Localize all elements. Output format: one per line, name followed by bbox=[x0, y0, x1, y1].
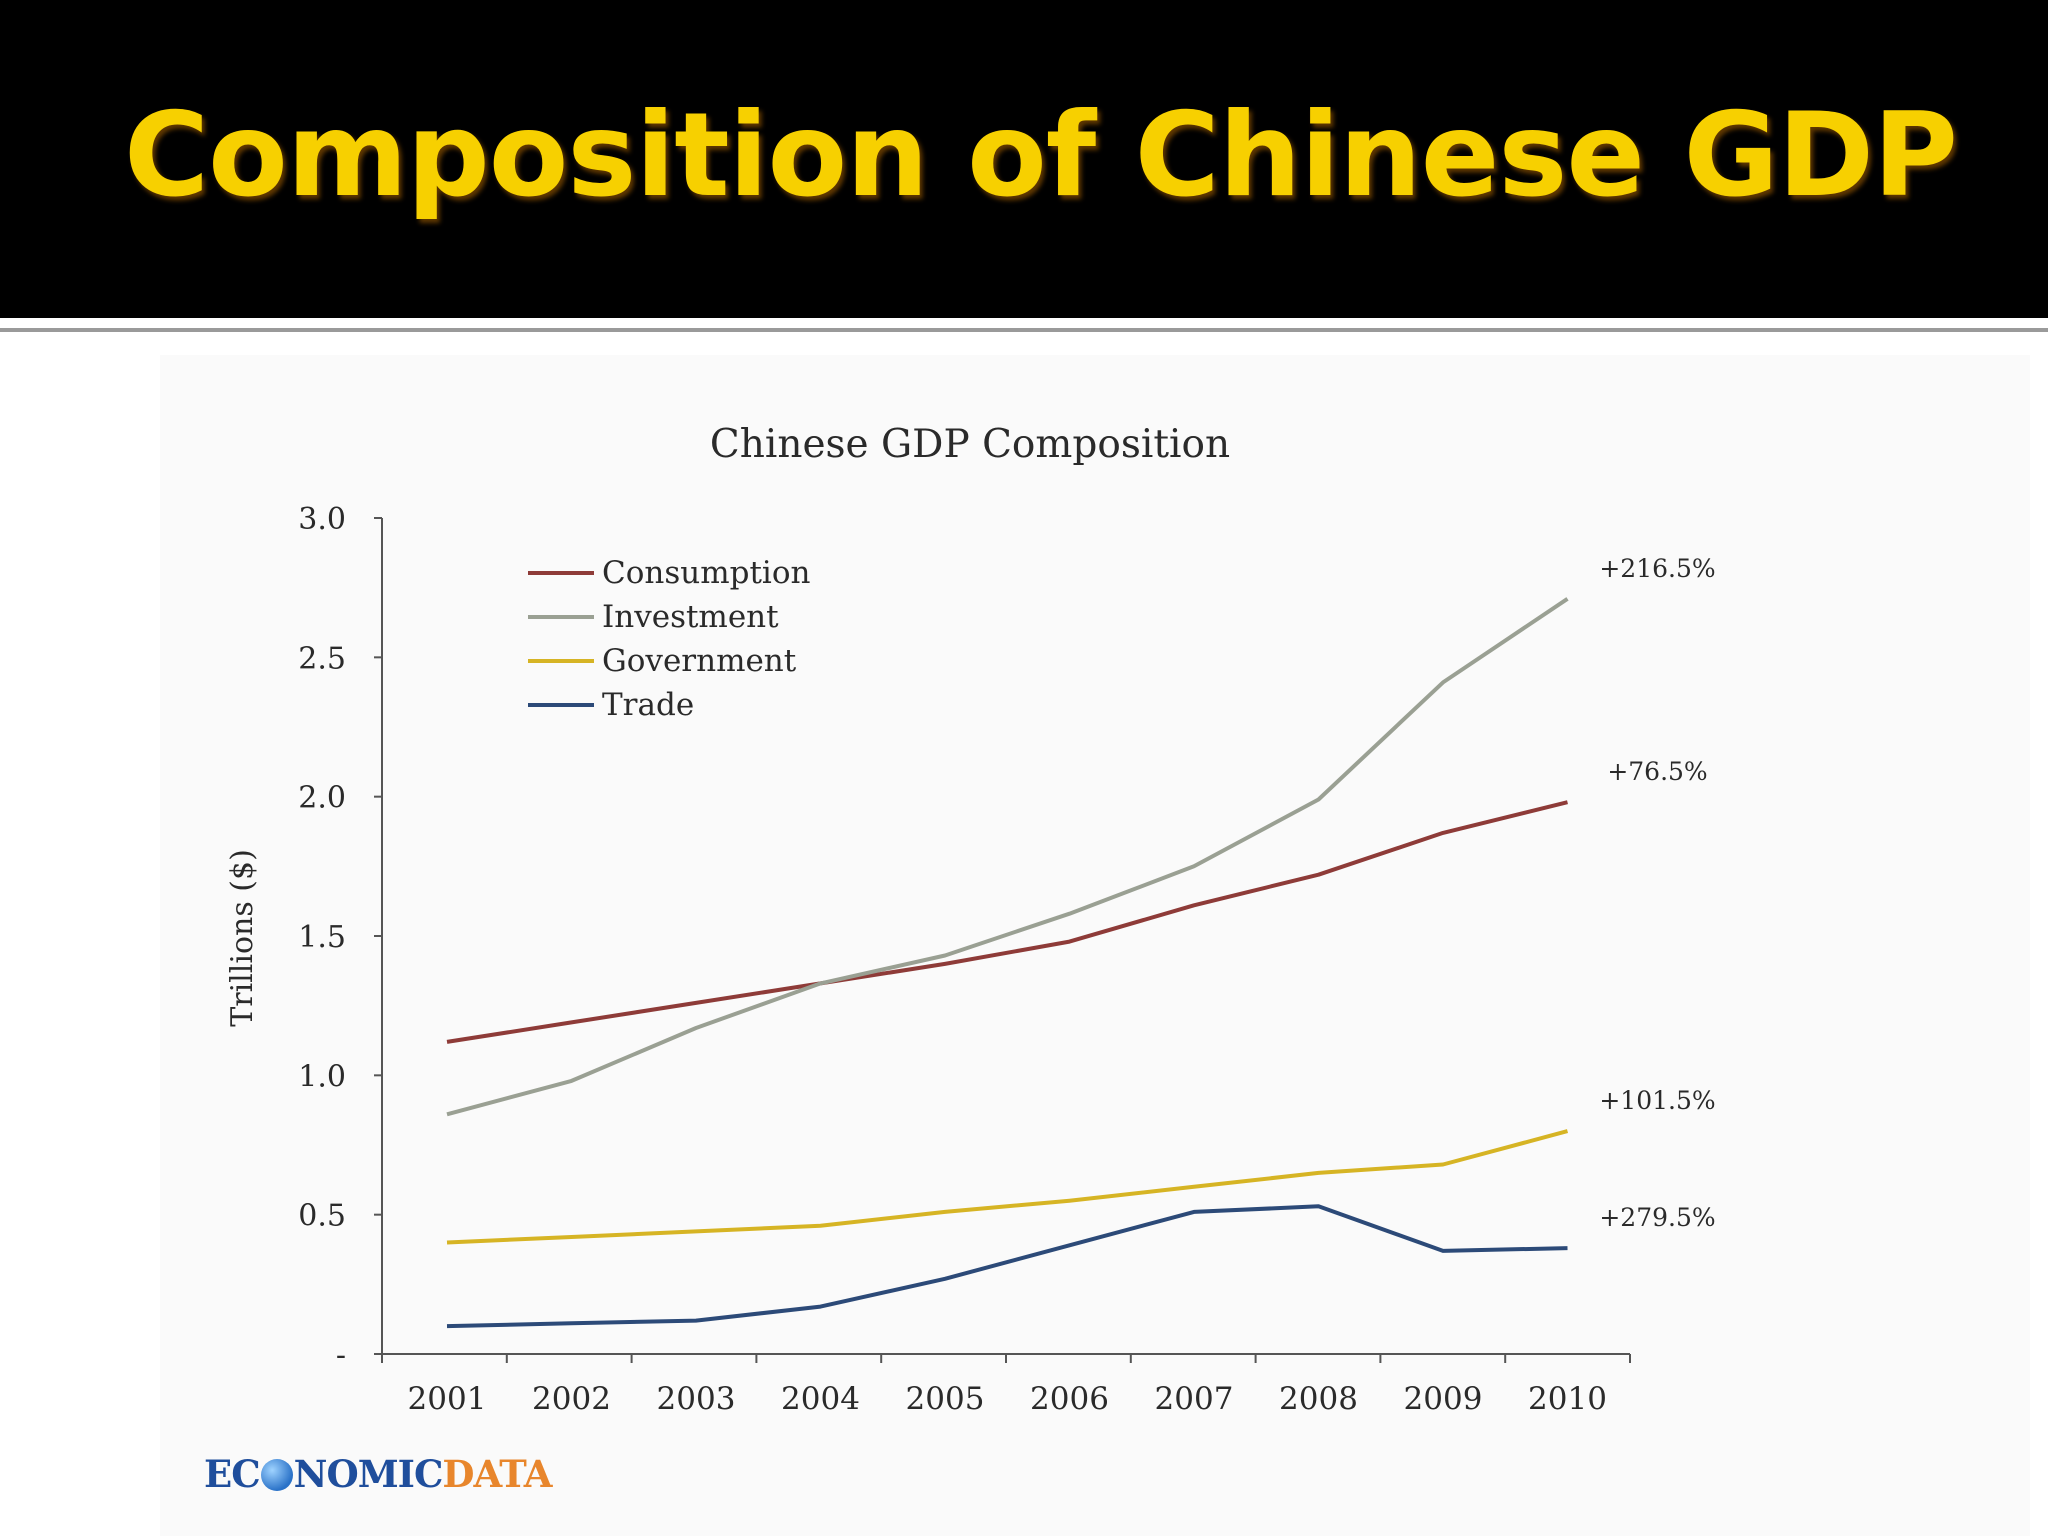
economicdata-logo: EC NOMICDATA bbox=[204, 1452, 552, 1496]
y-tick-label: 1.5 bbox=[298, 920, 346, 955]
x-tick-label: 2007 bbox=[1155, 1381, 1234, 1417]
series-lines: +76.5% +216.5% +101.5% +279.5% bbox=[446, 554, 1716, 1329]
x-tick-label: 2002 bbox=[532, 1381, 611, 1417]
series-line-government bbox=[446, 1129, 1569, 1245]
x-tick-label: 2004 bbox=[781, 1381, 860, 1417]
y-tick-label: - bbox=[336, 1338, 346, 1373]
x-tick-label: 2005 bbox=[906, 1381, 985, 1417]
y-tick-label: 2.0 bbox=[298, 781, 346, 816]
axes: - 0.5 1.0 1.5 2.0 2.5 3.0 2001 2002 2003 2004 2005 2… bbox=[298, 502, 1631, 1417]
series-line-consumption bbox=[446, 800, 1568, 1044]
chart: Chinese GDP Composition Trillions ($) - 0… bbox=[225, 422, 1716, 1417]
end-label-government: +101.5% bbox=[1599, 1086, 1715, 1115]
y-tick-label: 3.0 bbox=[298, 502, 346, 537]
slide-title: Composition of Chinese GDP bbox=[124, 88, 1958, 223]
header-divider-shadow bbox=[0, 328, 2048, 332]
y-tick-label: 0.5 bbox=[298, 1199, 346, 1234]
legend-label-government: Government bbox=[602, 643, 797, 679]
slide-header: Composition of Chinese GDP bbox=[0, 0, 2048, 318]
logo-text-2: NOMIC bbox=[293, 1452, 444, 1496]
end-label-trade: +279.5% bbox=[1599, 1203, 1715, 1232]
chart-title: Chinese GDP Composition bbox=[710, 422, 1230, 467]
legend-label-investment: Investment bbox=[602, 599, 779, 635]
y-tick-label: 1.0 bbox=[298, 1059, 346, 1094]
header-divider bbox=[0, 318, 2048, 328]
x-tick-label: 2009 bbox=[1404, 1381, 1483, 1417]
x-tick-label: 2008 bbox=[1279, 1381, 1358, 1417]
x-tick-label: 2001 bbox=[408, 1381, 487, 1417]
y-tick-label: 2.5 bbox=[298, 641, 346, 676]
end-label-investment: +216.5% bbox=[1599, 554, 1715, 583]
legend: Consumption Investment Government Trade bbox=[528, 555, 810, 723]
x-tick-label: 2010 bbox=[1528, 1381, 1607, 1417]
x-tick-label: 2003 bbox=[657, 1381, 736, 1417]
end-label-consumption: +76.5% bbox=[1607, 757, 1707, 786]
legend-label-trade: Trade bbox=[602, 687, 694, 723]
logo-text-3: DATA bbox=[442, 1452, 552, 1496]
y-axis-label: Trillions ($) bbox=[225, 849, 260, 1027]
legend-label-consumption: Consumption bbox=[602, 555, 810, 591]
series-line-investment bbox=[446, 597, 1569, 1117]
globe-icon bbox=[260, 1459, 293, 1491]
chart-panel: Chinese GDP Composition Trillions ($) - 0… bbox=[160, 355, 2030, 1536]
x-tick-label: 2006 bbox=[1030, 1381, 1109, 1417]
logo-text-1: EC bbox=[204, 1452, 261, 1496]
series-line-trade bbox=[446, 1204, 1568, 1329]
